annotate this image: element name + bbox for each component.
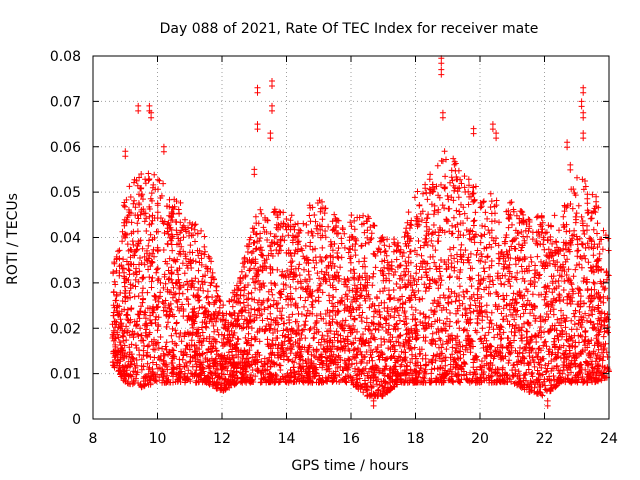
outlier-point [135, 102, 142, 114]
outlier-point [593, 193, 600, 205]
y-tick-label: 0.03 [50, 276, 81, 292]
y-tick-label: 0.06 [50, 140, 81, 156]
outlier-point [148, 109, 155, 121]
outlier-point [269, 78, 275, 89]
x-tick-label: 18 [407, 431, 425, 447]
chart-title: Day 088 of 2021, Rate Of TEC Index for r… [160, 21, 539, 37]
y-tick-label: 0.07 [50, 94, 81, 110]
outlier-point [567, 161, 574, 173]
y-tick-label: 0.04 [50, 231, 81, 247]
outlier-point [370, 397, 377, 409]
outlier-point [439, 109, 446, 121]
roti-scatter [109, 148, 612, 400]
x-tick-label: 16 [342, 431, 360, 447]
x-tick-label: 10 [149, 431, 167, 447]
outlier-point [564, 139, 571, 151]
outlier-point [146, 102, 153, 114]
outlier-point [580, 84, 587, 96]
y-axis-ticks: 0 0.01 0.02 0.03 0.04 0.05 0.06 0.07 0.08 [50, 49, 609, 428]
outlier-point [580, 130, 587, 142]
x-tick-label: 14 [278, 431, 296, 447]
outlier-point [267, 130, 274, 142]
outlier-points [122, 55, 600, 409]
grid-lines [93, 56, 609, 419]
x-tick-label: 12 [213, 431, 231, 447]
y-axis-title: ROTI / TECUs [5, 193, 21, 285]
y-tick-label: 0.05 [50, 185, 81, 201]
outlier-point [493, 130, 500, 142]
x-tick-label: 22 [536, 431, 554, 447]
x-axis-ticks: 8 10 12 14 16 18 20 22 24 [89, 56, 618, 447]
outlier-point [160, 143, 167, 155]
y-tick-label: 0 [72, 412, 81, 428]
y-tick-label: 0.01 [50, 367, 81, 383]
y-tick-label: 0.02 [50, 321, 81, 337]
x-tick-label: 8 [89, 431, 98, 447]
data-points [109, 148, 612, 400]
outlier-point [251, 166, 258, 178]
outlier-point [578, 98, 585, 110]
x-tick-label: 24 [600, 431, 618, 447]
outlier-point [254, 84, 261, 96]
outlier-point [544, 397, 551, 409]
x-axis-title: GPS time / hours [291, 458, 408, 474]
outlier-point [254, 121, 261, 133]
outlier-point [438, 66, 445, 78]
outlier-point [580, 109, 587, 121]
y-tick-label: 0.08 [50, 49, 81, 65]
outlier-point [489, 121, 496, 133]
outlier-point [470, 125, 477, 137]
outlier-point [122, 148, 129, 160]
outlier-point [438, 55, 445, 67]
outlier-point [269, 102, 275, 114]
x-tick-label: 20 [471, 431, 489, 447]
